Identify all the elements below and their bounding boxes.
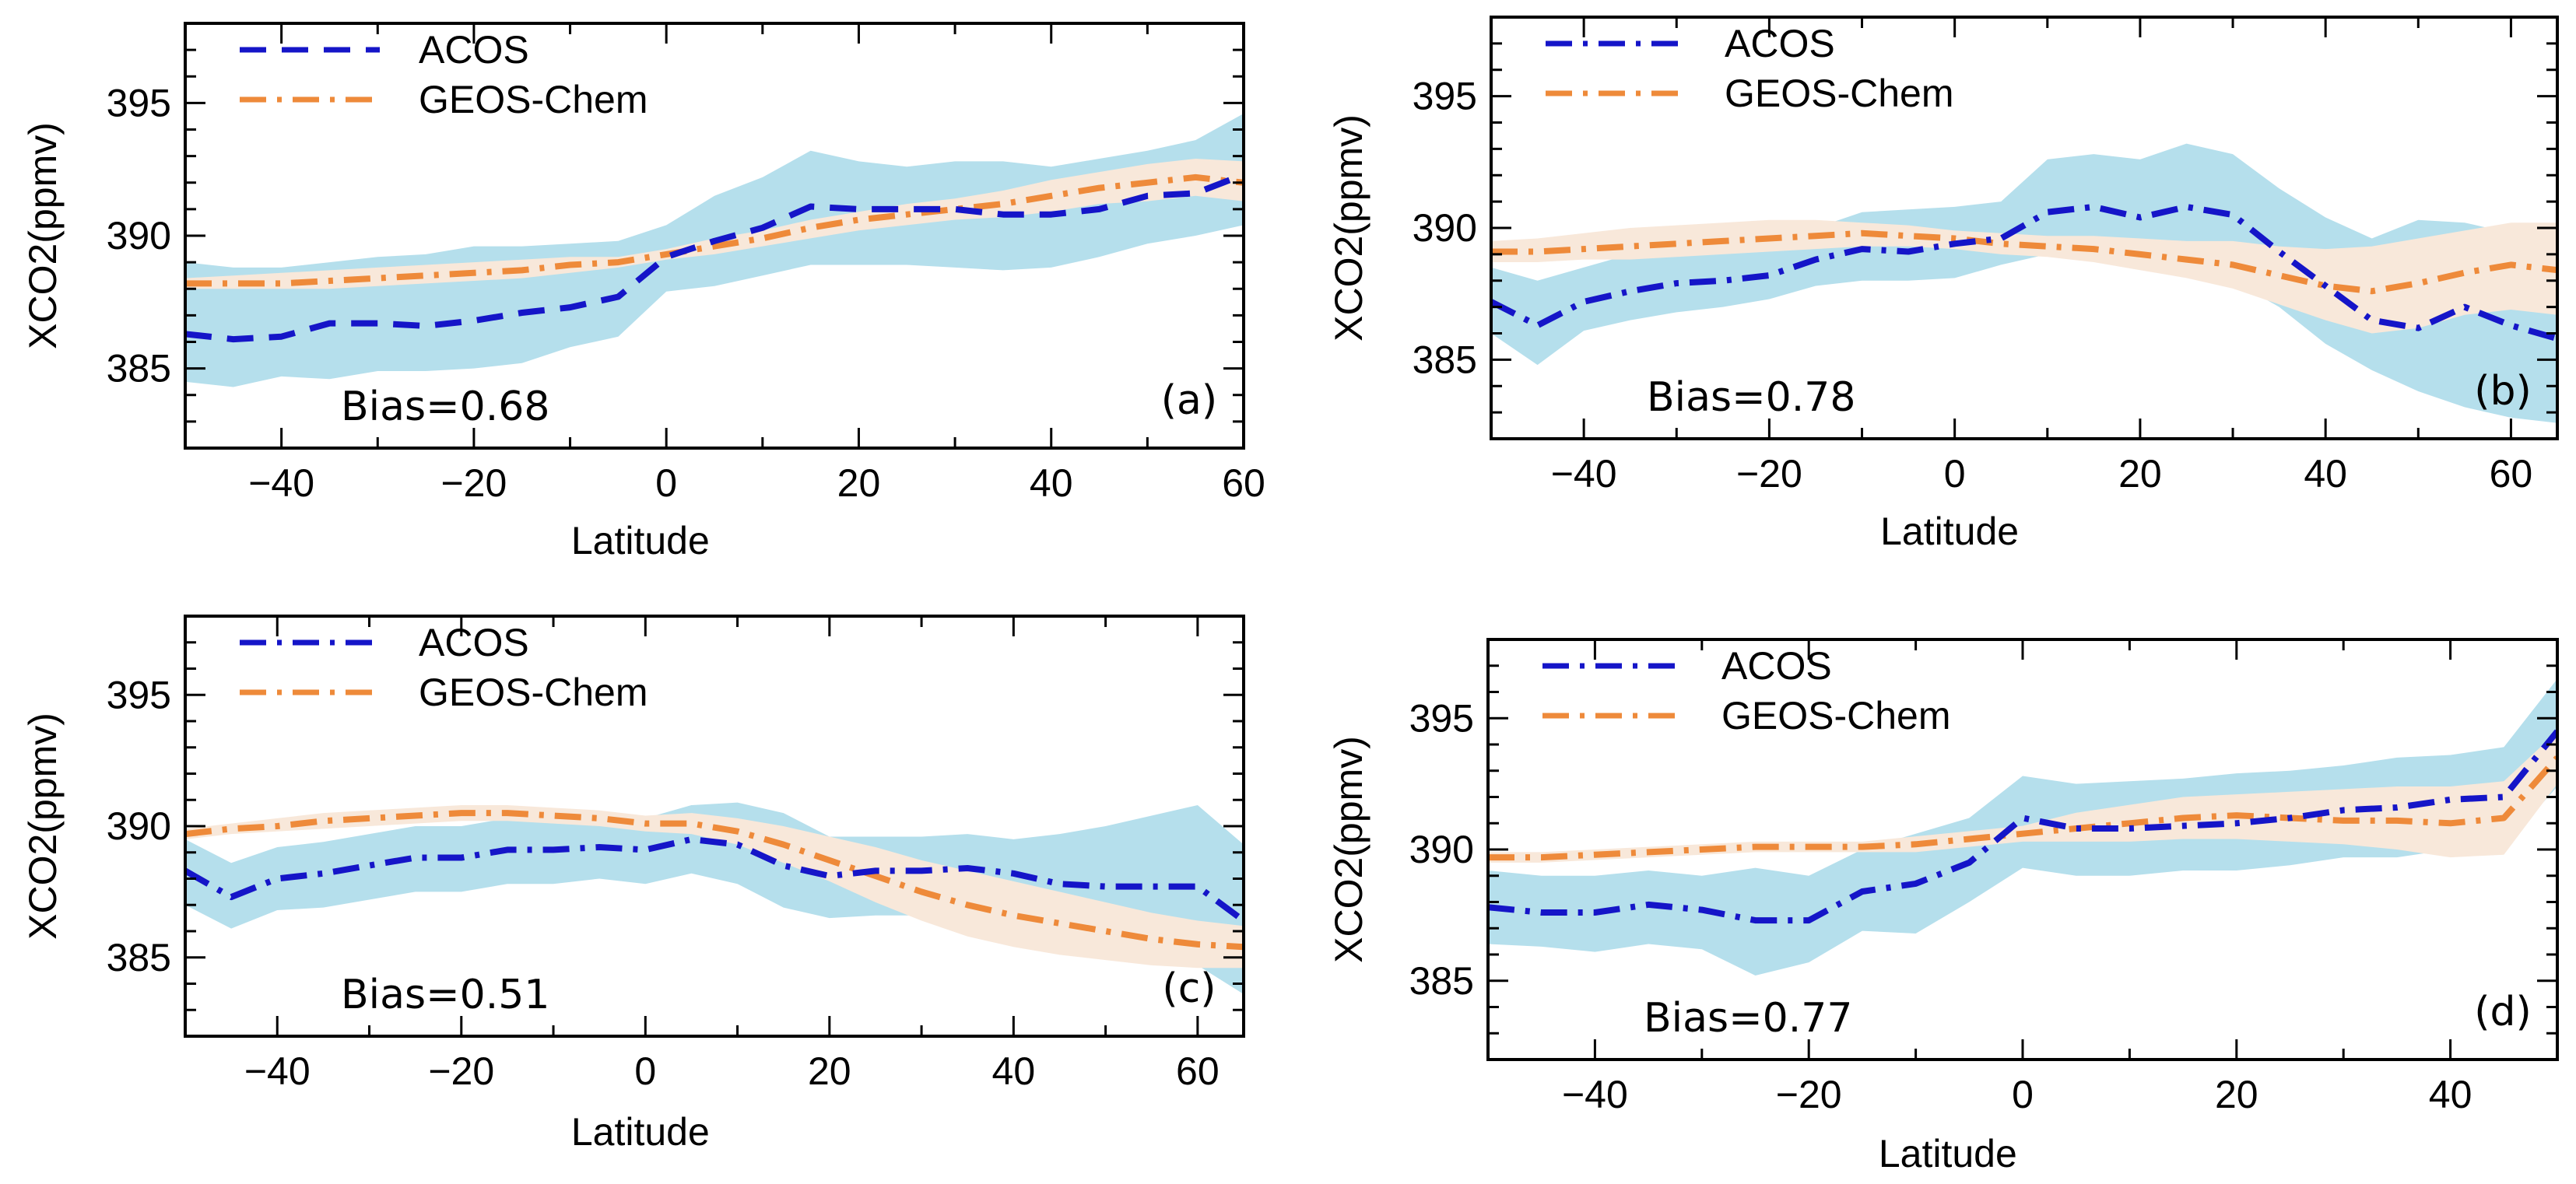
legend-label-acos: ACOS [419,621,529,664]
x-tick-label: 40 [2429,1073,2472,1116]
x-tick-label: −20 [440,461,507,505]
uncertainty-bands [1488,678,2557,976]
series-line-acos [185,835,1244,923]
x-tick-label: 60 [2490,452,2533,496]
y-tick-label: 395 [1413,75,1477,118]
y-tick-label: 385 [107,936,171,979]
band-geos-chem [1488,731,2557,863]
x-axis-title: Latitude [1880,510,2019,553]
panel-d: −40 −20 0 20 40 385 390 395 ACOS GEOS-Chem Bias… [1327,638,2559,1175]
x-tick-label: 20 [2118,452,2162,496]
y-tick-label: 390 [107,804,171,848]
x-tick-label: −40 [248,461,314,505]
x-tick-label: 20 [837,461,881,505]
legend: ACOS GEOS-Chem [1542,644,1951,737]
legend-label-geos-chem: GEOS-Chem [1721,694,1951,737]
legend: ACOS GEOS-Chem [240,621,648,714]
series-line-geos-chem [1488,755,2557,861]
series-line-acos [1488,729,2557,924]
y-tick-label: 390 [1413,206,1477,250]
y-tick-label: 385 [107,347,171,391]
y-tick-label: 385 [1413,338,1477,381]
band-acos [1491,143,2557,423]
band-geos-chem [185,805,1244,969]
uncertainty-bands [185,802,1244,994]
x-axis-title: Latitude [1879,1132,2017,1175]
bias-annotation: Bias=0.51 [341,972,549,1018]
x-tick-label: −40 [1551,452,1617,496]
x-tick-label: −40 [1562,1073,1628,1116]
series-line-acos [1491,203,2557,342]
y-axis-title: XCO2(ppmv) [21,713,65,940]
panel-tag: (c) [1162,965,1216,1012]
axis-ticks: −40 −20 0 20 40 60 385 390 395 [1413,16,2557,496]
panel-tag: (d) [2474,989,2532,1035]
bias-annotation: Bias=0.68 [341,384,549,430]
y-tick-label: 395 [107,81,171,124]
legend-label-acos: ACOS [1725,22,1835,65]
series-line-acos [185,171,1244,343]
bias-annotation: Bias=0.77 [1644,995,1852,1042]
y-tick-label: 385 [1409,959,1474,1003]
series-line-geos-chem [185,173,1244,287]
series-line-geos-chem [185,810,1244,951]
panel-c: −40 −20 0 20 40 60 385 390 395 ACOS GEOS-Chem Bi… [21,615,1245,1154]
axis-ticks: −40 −20 0 20 40 60 385 390 395 [107,615,1244,1093]
x-tick-label: −20 [1776,1073,1842,1116]
bias-annotation: Bias=0.78 [1647,374,1855,421]
legend-label-geos-chem: GEOS-Chem [1725,72,1954,115]
x-tick-label: 0 [1944,452,1966,496]
series-lines [185,171,1244,343]
y-axis-title: XCO2(ppmv) [1327,114,1370,342]
legend-label-acos: ACOS [419,28,529,72]
legend: ACOS GEOS-Chem [1546,22,1954,115]
y-axis-title: XCO2(ppmv) [21,122,65,349]
series-line-geos-chem [1491,229,2557,295]
x-tick-label: 40 [1030,461,1073,505]
series-lines [1488,729,2557,924]
x-tick-label: 0 [655,461,677,505]
y-tick-label: 395 [1409,696,1474,740]
legend-label-geos-chem: GEOS-Chem [419,671,648,714]
y-tick-label: 390 [107,214,171,257]
x-tick-label: 20 [808,1049,851,1093]
series-lines [1491,203,2557,342]
panel-tag: (a) [1161,377,1217,424]
band-acos [185,802,1244,994]
legend-label-geos-chem: GEOS-Chem [419,78,648,121]
x-tick-label: 60 [1222,461,1265,505]
uncertainty-bands [1491,143,2557,423]
x-tick-label: −20 [1736,452,1802,496]
y-tick-label: 390 [1409,828,1474,871]
x-tick-label: 0 [2012,1073,2034,1116]
band-geos-chem [185,159,1244,289]
series-lines [185,810,1244,951]
legend-label-acos: ACOS [1721,644,1832,688]
y-axis-title: XCO2(ppmv) [1327,736,1370,963]
x-tick-label: 40 [992,1049,1036,1093]
panel-tag: (b) [2474,368,2532,415]
panel-b: −40 −20 0 20 40 60 385 390 395 ACOS GEOS-Chem Bi… [1327,16,2559,553]
x-tick-label: −40 [244,1049,311,1093]
uncertainty-bands [185,114,1244,387]
panel-a: −40 −20 0 20 40 60 385 390 395 ACOS GEOS-Chem Bi… [21,22,1265,562]
band-geos-chem [1491,219,2557,334]
x-tick-label: −20 [428,1049,494,1093]
x-tick-label: 60 [1176,1049,1220,1093]
legend: ACOS GEOS-Chem [240,28,648,121]
x-axis-title: Latitude [571,519,710,562]
axis-ticks: −40 −20 0 20 40 60 385 390 395 [107,22,1265,505]
x-axis-title: Latitude [571,1110,710,1154]
x-tick-label: 0 [634,1049,656,1093]
axis-ticks: −40 −20 0 20 40 385 390 395 [1409,638,2559,1116]
x-tick-label: 20 [2215,1073,2258,1116]
x-tick-label: 40 [2304,452,2347,496]
y-tick-label: 395 [107,673,171,716]
